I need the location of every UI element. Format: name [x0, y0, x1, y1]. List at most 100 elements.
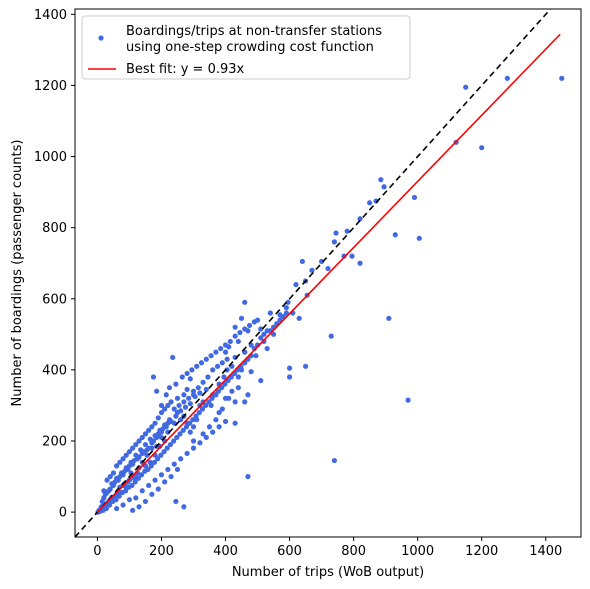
data-point: [171, 406, 177, 412]
data-point: [136, 438, 142, 444]
data-point: [264, 345, 270, 352]
data-point: [216, 409, 222, 416]
data-point: [203, 434, 209, 441]
data-point: [173, 413, 179, 419]
data-point: [117, 473, 123, 480]
data-point: [367, 200, 373, 206]
data-point: [180, 427, 186, 433]
data-point: [194, 363, 200, 369]
data-point: [123, 452, 129, 458]
data-point: [197, 390, 203, 396]
data-point: [161, 449, 167, 455]
data-point: [126, 497, 133, 503]
data-point: [344, 228, 350, 234]
y-tick-label: 400: [42, 363, 67, 378]
data-point: [242, 299, 248, 305]
data-point: [463, 84, 469, 90]
data-point: [283, 310, 289, 316]
data-point: [142, 431, 149, 437]
data-point: [245, 392, 251, 398]
data-point: [221, 374, 227, 380]
data-point: [178, 408, 184, 414]
data-point: [107, 473, 113, 480]
x-tick-label: 200: [149, 544, 174, 559]
data-point: [213, 417, 219, 423]
data-point: [199, 406, 206, 412]
data-point: [197, 440, 203, 446]
data-point: [206, 424, 213, 430]
data-point: [160, 425, 166, 432]
data-point: [219, 406, 225, 412]
data-point: [158, 472, 165, 478]
data-point: [237, 329, 243, 336]
data-point: [155, 486, 161, 492]
legend-label-scatter: using one-step crowding cost function: [126, 40, 374, 55]
data-point: [331, 239, 338, 245]
data-point: [104, 477, 110, 483]
data-point: [203, 402, 209, 409]
data-point: [132, 479, 138, 485]
x-tick-label: 1200: [465, 544, 498, 559]
data-point: [114, 463, 120, 469]
data-point: [181, 399, 187, 405]
data-point: [130, 507, 136, 513]
data-point: [392, 232, 398, 238]
data-point: [171, 438, 177, 444]
data-point: [133, 495, 139, 501]
data-point: [227, 338, 233, 345]
data-point: [129, 482, 135, 489]
data-point: [215, 388, 222, 394]
data-point: [235, 374, 241, 380]
x-axis-label: Number of trips (WoB output): [232, 565, 424, 580]
data-point: [123, 488, 129, 494]
data-point: [110, 470, 117, 476]
data-point: [283, 305, 289, 311]
data-point: [145, 466, 151, 473]
data-point: [158, 402, 165, 409]
data-point: [163, 392, 169, 398]
data-point: [331, 457, 338, 464]
data-point: [150, 374, 157, 380]
data-point: [267, 310, 273, 316]
x-tick-label: 800: [341, 544, 366, 559]
y-tick-label: 600: [42, 292, 67, 307]
data-point: [152, 420, 158, 426]
data-point: [325, 265, 331, 272]
data-point: [258, 377, 264, 384]
data-point: [214, 363, 221, 369]
axes: 0 200 400 600 800 1000 1200 1400 0 200 400 600 800 10…: [10, 8, 582, 580]
data-point: [190, 445, 197, 451]
data-point: [328, 333, 334, 339]
data-point: [174, 466, 181, 473]
data-point: [166, 385, 173, 391]
data-point: [198, 360, 205, 366]
x-tick-label: 600: [277, 544, 302, 559]
data-point: [190, 417, 196, 423]
data-point: [126, 463, 133, 469]
data-point: [309, 267, 315, 273]
data-point: [149, 424, 155, 430]
data-point: [381, 184, 387, 190]
data-point: [120, 456, 126, 462]
data-point: [251, 319, 257, 325]
data-point: [213, 349, 219, 355]
data-point: [504, 75, 510, 81]
data-point: [261, 331, 267, 337]
data-point: [173, 498, 179, 505]
data-point: [155, 431, 161, 437]
x-tick-label: 400: [213, 544, 238, 559]
data-point: [133, 441, 139, 448]
data-point: [173, 381, 179, 387]
data-point: [357, 216, 363, 222]
y-tick-label: 1400: [34, 8, 67, 23]
data-point: [186, 395, 192, 401]
data-point: [126, 449, 133, 455]
data-point: [171, 461, 177, 467]
data-point: [190, 388, 197, 394]
legend-label-fit: Best fit: y = 0.93x: [126, 62, 245, 77]
data-point: [136, 454, 142, 460]
data-point: [357, 260, 363, 266]
data-point: [258, 326, 264, 332]
data-point: [196, 409, 202, 416]
data-point: [142, 441, 149, 448]
